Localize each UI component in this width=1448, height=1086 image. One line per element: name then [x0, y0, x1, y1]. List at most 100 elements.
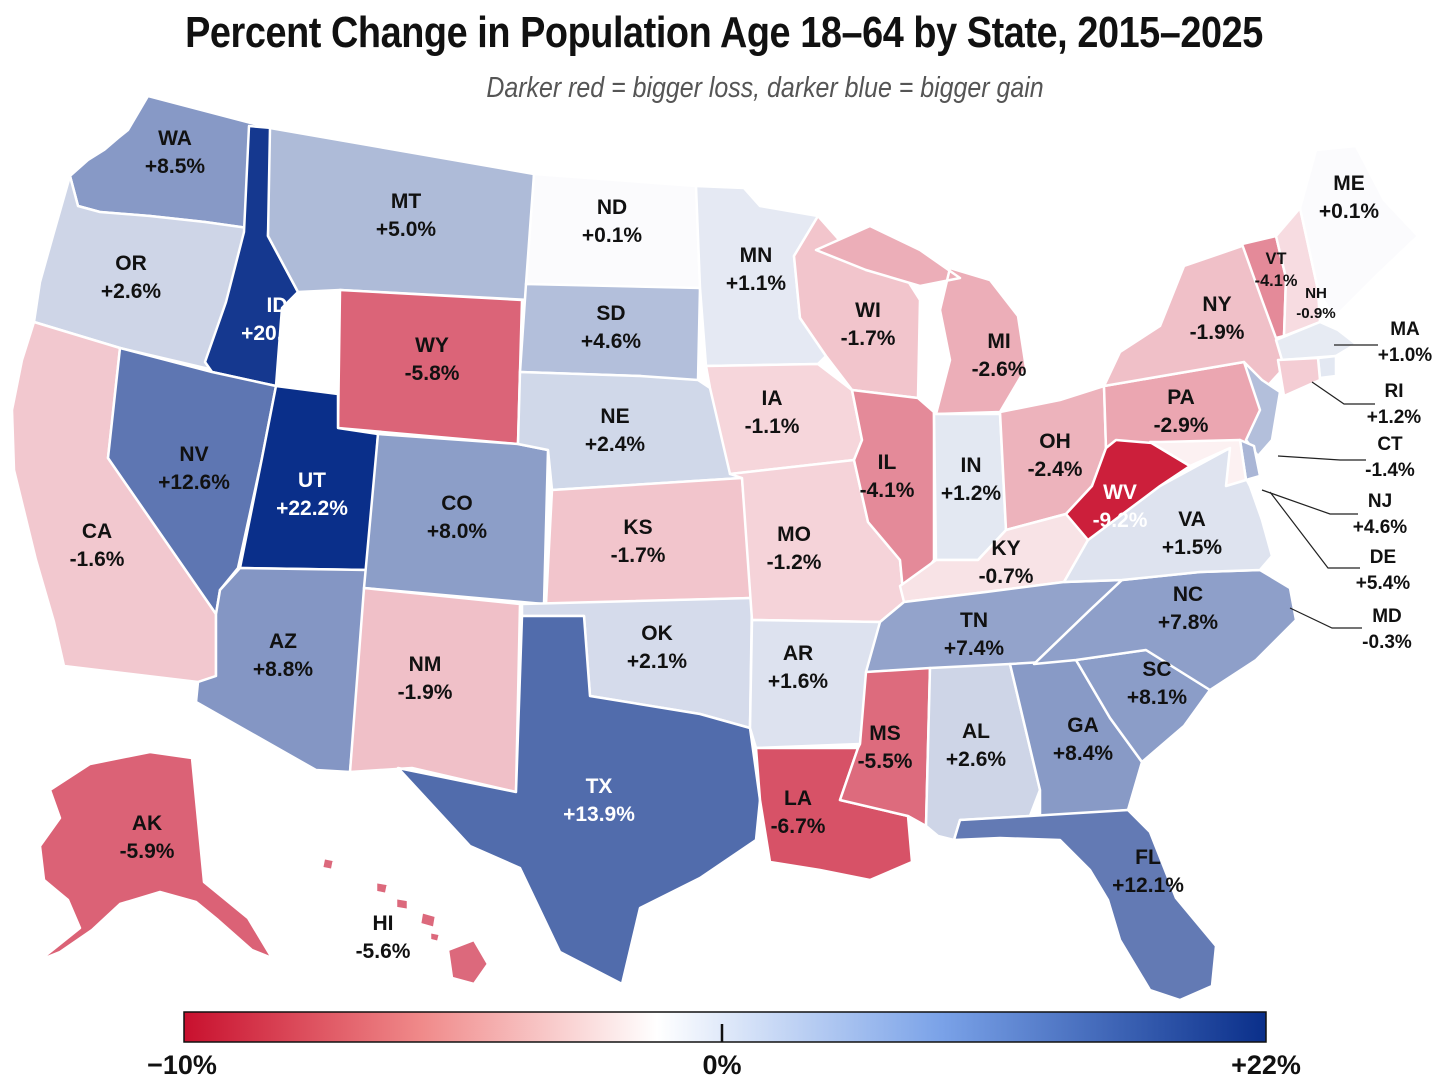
state-abbr: WY [415, 334, 449, 357]
state-mt [266, 126, 536, 302]
state-ks [544, 476, 754, 606]
state-value: +7.8% [1158, 611, 1218, 634]
state-abbr: TX [586, 775, 613, 798]
state-abbr: CT [1377, 434, 1403, 455]
state-label-wa: WA +8.5% [145, 127, 205, 178]
state-value: +12.1% [1112, 874, 1184, 897]
state-value: +8.5% [145, 155, 205, 178]
state-value: +1.2% [1367, 407, 1422, 428]
state-abbr: VT [1266, 250, 1287, 268]
state-value: +1.2% [941, 482, 1001, 505]
state-abbr: OH [1039, 430, 1071, 453]
state-value: -1.6% [70, 548, 125, 571]
callout-line-ct [1277, 455, 1366, 461]
state-fl [952, 808, 1218, 1002]
state-label-wy: WY -5.8% [405, 334, 460, 385]
state-abbr: NH [1305, 285, 1327, 302]
state-abbr: AK [132, 812, 162, 835]
state-label-al: AL +2.6% [946, 720, 1006, 771]
state-label-ms: MS -5.5% [858, 722, 913, 773]
state-label-fl: FL +12.1% [1112, 846, 1184, 897]
state-co [362, 432, 550, 606]
state-abbr: WV [1103, 481, 1137, 504]
state-nv [106, 346, 278, 616]
state-value: +2.6% [946, 748, 1006, 771]
state-value: +22.2% [276, 497, 348, 520]
state-abbr: CO [441, 492, 473, 515]
state-abbr: CA [82, 520, 112, 543]
state-value: -0.9% [1296, 305, 1336, 322]
state-label-mi: MI -2.6% [972, 330, 1027, 381]
state-value: +4.6% [581, 330, 641, 353]
state-abbr: RI [1385, 381, 1404, 402]
state-value: -2.9% [1154, 414, 1209, 437]
state-label-de: DE +5.4% [1356, 547, 1411, 594]
state-value: -1.9% [398, 681, 453, 704]
state-value: -0.7% [979, 565, 1034, 588]
color-scale-bar [183, 1011, 1267, 1043]
state-label-mt: MT +5.0% [376, 190, 436, 241]
state-label-tn: TN +7.4% [944, 609, 1004, 660]
state-label-ia: IA -1.1% [745, 387, 800, 438]
scale-mid-label: 0% [702, 1050, 741, 1080]
state-label-ca: CA -1.6% [70, 520, 125, 571]
state-label-nj: NJ +4.6% [1353, 491, 1408, 538]
state-label-pa: PA -2.9% [1154, 386, 1209, 437]
state-abbr: MT [391, 190, 421, 213]
state-ak [38, 750, 274, 962]
state-abbr: VA [1178, 508, 1206, 531]
state-label-az: AZ +8.8% [253, 630, 313, 681]
state-value: +8.4% [1053, 742, 1113, 765]
state-label-wv: WV -9.2% [1093, 481, 1148, 532]
state-label-co: CO +8.0% [427, 492, 487, 543]
state-abbr: OR [115, 252, 147, 275]
state-value: -0.3% [1362, 632, 1412, 653]
state-abbr: DE [1370, 547, 1396, 568]
state-label-ar: AR +1.6% [768, 642, 828, 693]
state-abbr: WI [855, 299, 881, 322]
state-il [850, 388, 936, 604]
state-label-la: LA -6.7% [771, 787, 826, 838]
scale-min-label: −10% [147, 1050, 217, 1080]
state-abbr: MS [869, 722, 901, 745]
state-value: -1.7% [611, 544, 666, 567]
state-abbr: IA [762, 387, 783, 410]
state-value: -5.8% [405, 362, 460, 385]
state-abbr: NJ [1368, 491, 1392, 512]
state-label-ut: UT +22.2% [276, 469, 348, 520]
state-abbr: IL [878, 451, 897, 474]
state-ne [516, 370, 744, 492]
state-value: +4.6% [1353, 517, 1408, 538]
state-abbr: IN [961, 454, 982, 477]
state-value: -1.7% [841, 327, 896, 350]
state-tx [396, 614, 762, 986]
state-label-sc: SC +8.1% [1127, 658, 1187, 709]
state-abbr: HI [373, 912, 394, 935]
state-value: +8.1% [1127, 686, 1187, 709]
state-abbr: GA [1067, 714, 1099, 737]
state-label-mn: MN +1.1% [726, 244, 786, 295]
state-abbr: AZ [269, 630, 297, 653]
state-label-sd: SD +4.6% [581, 302, 641, 353]
state-abbr: OK [641, 622, 673, 645]
state-abbr: AL [962, 720, 990, 743]
state-value: +12.6% [158, 471, 230, 494]
state-abbr: NC [1173, 583, 1203, 606]
state-label-il: IL -4.1% [860, 451, 915, 502]
state-label-hi: HI -5.6% [356, 912, 411, 963]
state-value: -1.9% [1190, 321, 1245, 344]
state-label-ri: RI +1.2% [1367, 381, 1422, 428]
state-abbr: KS [623, 516, 652, 539]
state-nc [1032, 568, 1298, 692]
state-abbr: AR [783, 642, 813, 665]
state-value: +1.6% [768, 670, 828, 693]
state-label-me: ME +0.1% [1319, 172, 1379, 223]
state-label-nc: NC +7.8% [1158, 583, 1218, 634]
state-value: +1.0% [1378, 345, 1433, 366]
state-value: +2.1% [627, 650, 687, 673]
state-abbr: KY [991, 537, 1020, 560]
state-label-ak: AK -5.9% [120, 812, 175, 863]
state-hi [320, 856, 490, 986]
state-nj [1242, 360, 1282, 458]
